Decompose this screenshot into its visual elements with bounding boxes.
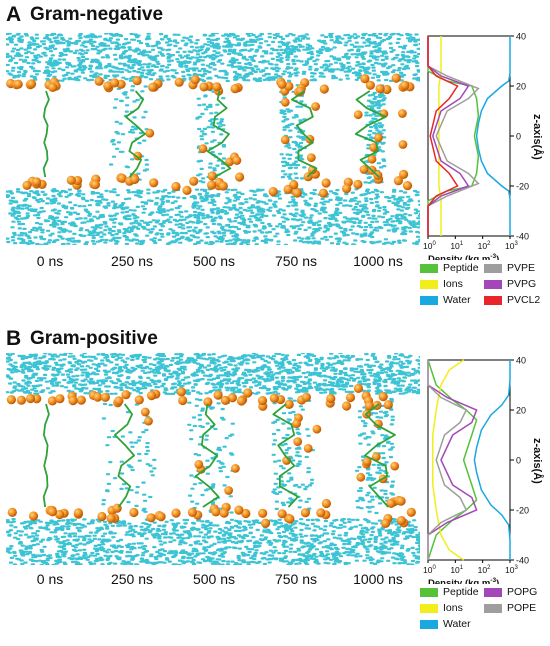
x-tick-label: 102 — [478, 241, 491, 251]
time-label: 750 ns — [274, 571, 318, 587]
y-tick-label: -40 — [516, 232, 529, 242]
legend-item-pvcl2: PVCL2 — [484, 294, 540, 306]
lipid-headgroups — [6, 73, 415, 198]
y-tick-label: -40 — [516, 556, 529, 566]
legend-label: Water — [443, 618, 471, 630]
panel-a-title: Gram-negative — [30, 4, 164, 25]
legend-swatch — [420, 279, 438, 289]
y-tick-label: 40 — [516, 32, 526, 42]
x-axis-label: Density (kg m-3) — [428, 577, 499, 584]
panel-a-letter: A — [6, 3, 22, 26]
panel-b-density-chart: -40 -20 0 20 40 100 101 102 103 z-axis(Å) Density … — [423, 356, 544, 585]
x-tick-label: 103 — [505, 565, 518, 575]
panel-b-legend: Peptide POPG Ions POPE Water — [420, 586, 550, 646]
legend-item-pope: POPE — [484, 602, 536, 614]
legend-label: Water — [443, 294, 471, 306]
legend-item-water: Water — [420, 618, 471, 630]
time-label: 1000 ns — [353, 571, 403, 587]
legend-label: POPG — [507, 586, 538, 598]
legend-swatch — [420, 619, 438, 629]
legend-item-ions: Ions — [420, 278, 463, 290]
x-tick-label: 100 — [423, 565, 436, 575]
series-line-popg — [427, 360, 478, 560]
legend-item-popg: POPG — [484, 586, 537, 598]
panel-b-md-snapshots — [6, 353, 420, 565]
legend-swatch — [484, 279, 502, 289]
time-label: 250 ns — [110, 253, 154, 269]
lipid-headgroups — [6, 383, 416, 528]
x-tick-label: 103 — [505, 241, 518, 251]
z-axis-label: z-axis(Å) — [531, 438, 544, 484]
legend-item-pvpe: PVPE — [484, 262, 535, 274]
legend-label: PVPG — [507, 278, 537, 290]
series-line-pvpg — [427, 36, 470, 236]
legend-swatch — [484, 295, 502, 305]
time-label: 0 ns — [36, 253, 64, 269]
time-label: 500 ns — [192, 253, 236, 269]
legend-swatch — [420, 603, 438, 613]
legend-label: Peptide — [443, 586, 479, 598]
y-tick-label: -20 — [516, 182, 529, 192]
x-tick-label: 101 — [450, 241, 463, 251]
y-tick-label: -20 — [516, 506, 529, 516]
time-label: 500 ns — [192, 571, 236, 587]
series-line-ions — [438, 36, 442, 236]
legend-item-water: Water — [420, 294, 471, 306]
legend-swatch — [420, 263, 438, 273]
y-tick-label: 0 — [516, 456, 521, 466]
legend-item-pvpg: PVPG — [484, 278, 536, 290]
y-tick-label: 0 — [516, 132, 521, 142]
peptide-chains — [42, 403, 396, 508]
time-label: 250 ns — [110, 571, 154, 587]
legend-item-ions: Ions — [420, 602, 463, 614]
legend-swatch — [420, 587, 438, 597]
legend-label: PVCL2 — [507, 294, 541, 306]
panel-a-density-chart: -40 -20 0 20 40 100 101 102 103 z-axis(Å) Density … — [423, 32, 544, 261]
panel-b-title: Gram-positive — [30, 328, 158, 349]
series-line-water — [475, 36, 511, 236]
legend-label: Peptide — [443, 262, 479, 274]
series-line-pope — [427, 360, 468, 560]
legend-swatch — [420, 295, 438, 305]
x-tick-label: 102 — [478, 565, 491, 575]
panel-a-legend: Peptide PVPE Ions PVPG Water PVCL2 — [420, 262, 550, 322]
legend-item-peptide: Peptide — [420, 586, 479, 598]
series-line-pvpe — [427, 36, 480, 236]
peptide-chains — [42, 90, 387, 178]
legend-label: Ions — [443, 602, 463, 614]
time-label: 750 ns — [274, 253, 318, 269]
x-axis-label: Density (kg m-3) — [428, 253, 499, 260]
series-line-pvcl2 — [427, 36, 459, 236]
legend-label: PVPE — [507, 262, 536, 274]
x-tick-label: 101 — [450, 565, 463, 575]
time-label: 0 ns — [36, 571, 64, 587]
panel-b-letter: B — [6, 327, 22, 350]
legend-swatch — [484, 587, 502, 597]
z-axis-label: z-axis(Å) — [531, 114, 544, 160]
time-label: 1000 ns — [353, 253, 403, 269]
legend-item-peptide: Peptide — [420, 262, 479, 274]
water-molecules — [6, 33, 420, 245]
y-tick-label: 20 — [516, 406, 526, 416]
series-line-water — [473, 360, 511, 560]
legend-label: Ions — [443, 278, 463, 290]
x-tick-label: 100 — [423, 241, 436, 251]
legend-swatch — [484, 263, 502, 273]
y-tick-label: 20 — [516, 82, 526, 92]
y-tick-label: 40 — [516, 356, 526, 366]
panel-a-md-snapshots — [6, 33, 420, 245]
legend-swatch — [484, 603, 502, 613]
series-line-ions — [432, 359, 465, 561]
legend-label: POPE — [507, 602, 537, 614]
